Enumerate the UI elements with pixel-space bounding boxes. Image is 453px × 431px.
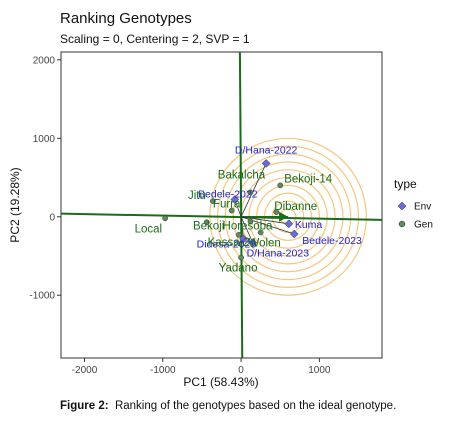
legend-label: Env: [414, 202, 431, 213]
y-tick-label: 0: [49, 212, 55, 223]
env-point: [239, 234, 248, 244]
legend: type Env Gen: [394, 177, 433, 231]
gen-point: [162, 215, 168, 222]
env-label: D/Hana-2023: [247, 248, 310, 260]
legend-key-env: [397, 201, 407, 211]
env-point: [261, 159, 271, 168]
gen-point: [235, 231, 242, 238]
gen-point: [228, 207, 235, 214]
ideal-arrowhead: [279, 211, 289, 222]
env-point: [289, 229, 299, 239]
gen-point: [247, 218, 254, 225]
y-tick-label: -1000: [29, 291, 55, 302]
gen-point: [210, 198, 216, 204]
gen-label: Bekoji: [193, 220, 224, 232]
gen-point: [247, 189, 254, 196]
env-point: [248, 238, 258, 248]
legend-key-gen: [398, 220, 406, 228]
gen-label: Jitu: [188, 190, 206, 202]
x-tick-label: 0: [238, 365, 244, 376]
gen-point: [257, 229, 264, 236]
env-vector: [240, 163, 267, 217]
gen-label: Bekoji-14: [284, 173, 333, 185]
gen-label: Bakalcha: [218, 169, 266, 181]
figure-caption: Figure 2: Ranking of the genotypes based…: [60, 400, 397, 412]
y-tick-label: 1000: [33, 134, 56, 145]
gen-label: Horesoba: [223, 220, 273, 232]
aec-abscissa: [60, 212, 383, 221]
caption-label: Figure 2:: [60, 400, 109, 412]
chart-subtitle: Scaling = 0, Centering = 2, SVP = 1: [60, 32, 250, 46]
gen-point: [203, 219, 210, 226]
y-axis-label: PC2 (19.28%): [8, 167, 22, 242]
env-vector: [240, 216, 254, 243]
x-axis-label: PC1 (58.43%): [183, 375, 258, 389]
x-tick-label: -2000: [72, 365, 98, 376]
env-vector: [241, 216, 289, 225]
env-label: Bedele-2023: [302, 235, 362, 247]
env-label: Kuma: [295, 219, 323, 231]
aec-ordinate: [238, 51, 244, 359]
gen-label: Kassa-2: [208, 237, 250, 249]
gen-label: Furra: [213, 198, 241, 210]
gen-label: Wolen: [248, 237, 280, 249]
gen-point: [238, 254, 244, 261]
legend-label: Gen: [414, 220, 433, 231]
chart-title: Ranking Genotypes: [60, 10, 192, 27]
env-point: [284, 219, 294, 229]
plot-panel: [60, 51, 383, 359]
x-tick-label: 1000: [308, 365, 331, 376]
gen-point: [277, 182, 284, 189]
env-label: Bedele-2022: [198, 189, 258, 201]
env-point: [230, 195, 240, 204]
legend-title: type: [394, 177, 417, 191]
gen-label: Dibanne: [274, 201, 317, 213]
x-tick-label: -1000: [150, 365, 176, 376]
y-tick-label: 2000: [33, 55, 56, 66]
gen-point: [273, 209, 280, 215]
gen-label: Local: [135, 223, 163, 235]
chart: Ranking Genotypes Scaling = 0, Centering…: [8, 10, 433, 389]
gen-label: Yadano: [219, 263, 258, 275]
env-label: Didesa-2023: [197, 239, 257, 251]
env-label: D/Hana-2022: [235, 144, 298, 156]
